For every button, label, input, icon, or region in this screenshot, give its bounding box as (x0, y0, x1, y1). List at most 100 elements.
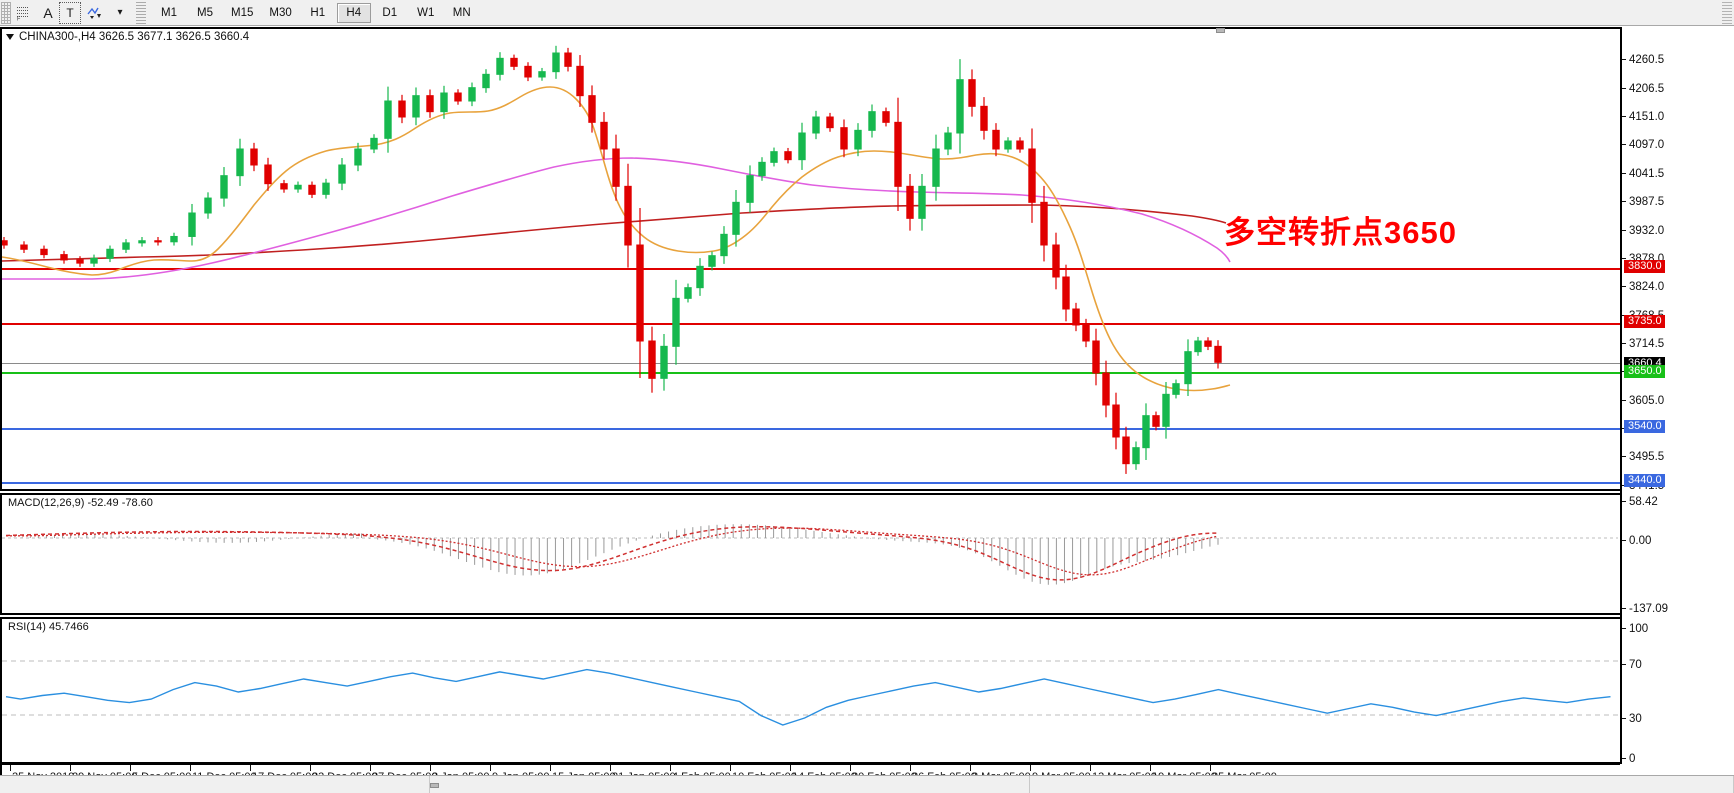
timeframe-button-group: M1 M5 M15 M30 H1 H4 D1 W1 MN (151, 2, 480, 23)
candle-body (980, 105, 988, 131)
timeframe-button-h1[interactable]: H1 (301, 3, 335, 23)
candle-body (482, 73, 490, 89)
time-axis-tick (910, 765, 911, 771)
price-axis-tick-1: 4206.5 (1622, 83, 1664, 96)
rsi-axis-tick-0: 100 (1622, 623, 1648, 636)
candle-body (708, 255, 716, 267)
rsi-axis-tick-1: 70 (1622, 659, 1642, 672)
price-axis-tick-label: 3495.5 (1629, 451, 1665, 463)
price-tag-support-pivot[interactable]: 3650.0 (1624, 365, 1665, 378)
crosshair-icon[interactable]: F (11, 2, 37, 24)
toolbar-empty-space (480, 2, 1722, 24)
tick-dash (1622, 201, 1626, 203)
price-tag-value: 3650.0 (1628, 365, 1662, 377)
time-axis-tick (1210, 765, 1211, 771)
pane-resize-handle-top[interactable] (1216, 28, 1225, 33)
level-line-3650[interactable] (2, 372, 1620, 374)
rsi-line (5, 668, 1611, 726)
price-axis-tick-2: 4151.0 (1622, 111, 1665, 124)
timeframe-button-w1[interactable]: W1 (409, 3, 443, 23)
macd-axis-tick-0: 58.42 (1622, 496, 1658, 509)
symbol-info-bar[interactable]: CHINA300-,H4 3626.5 3677.1 3626.5 3660.4 (4, 31, 252, 43)
timeframe-button-m15[interactable]: M15 (224, 3, 260, 23)
candle-body (204, 197, 212, 214)
triangle-down-icon[interactable] (6, 34, 14, 40)
tick-dash (1622, 718, 1626, 720)
candle-body (1016, 140, 1024, 150)
candle-body (154, 240, 162, 243)
candle-body (370, 137, 378, 150)
timeframe-button-m30[interactable]: M30 (262, 3, 298, 23)
candle-body (918, 185, 926, 219)
candle-body (1132, 447, 1140, 465)
timeframe-button-mn[interactable]: MN (445, 3, 479, 23)
candle-body (122, 242, 130, 250)
candle-body (784, 151, 792, 161)
candle-body (250, 148, 258, 166)
rsi-axis-tick-label: 0 (1629, 753, 1636, 765)
level-line-3830[interactable] (2, 268, 1620, 270)
timeframe-label: M30 (269, 6, 292, 19)
price-axis-tick-10: 3714.5 (1622, 338, 1664, 351)
chart-area: CHINA300-,H4 3626.5 3677.1 3626.5 3660.4… (0, 27, 1734, 788)
pane-resize-handle-bottom[interactable] (430, 783, 439, 788)
tick-dash (1622, 258, 1626, 260)
candle-body (660, 345, 668, 379)
price-axis-tick-6: 3932.0 (1622, 225, 1664, 238)
price-tag-resistance[interactable]: 3735.0 (1624, 315, 1665, 328)
price-axis-tick-label: 3878.0 (1629, 253, 1665, 265)
macd-axis-tick-label: 0.00 (1629, 535, 1652, 547)
candle-body (1194, 340, 1202, 353)
timeframe-label: M1 (161, 6, 177, 19)
candle-body (552, 52, 560, 73)
candle-body (588, 95, 596, 123)
candle-body (510, 57, 518, 67)
level-line-3540[interactable] (2, 428, 1620, 430)
ma-mid-line (2, 157, 1231, 280)
macd-pane[interactable]: MACD(12,26,9) -52.49 -78.60 (0, 493, 1620, 615)
candle-body (732, 201, 740, 235)
candle-body (468, 87, 476, 102)
price-tag-resistance[interactable]: 3830.0 (1624, 260, 1665, 273)
toolbar-end-grip-icon[interactable] (1722, 1, 1732, 24)
tick-dash (1622, 540, 1626, 542)
timeframe-button-h4[interactable]: H4 (336, 2, 371, 23)
macd-axis-tick-1: 0.00 (1622, 535, 1652, 548)
candle-body (1122, 436, 1130, 465)
rsi-axis-tick-3: 0 (1622, 753, 1636, 766)
price-tag-support[interactable]: 3540.0 (1624, 420, 1665, 433)
timeframe-label: W1 (417, 6, 435, 19)
tick-dash (1622, 664, 1626, 666)
dropdown-arrow-icon[interactable]: ▾ (109, 2, 131, 24)
timeframe-button-m5[interactable]: M5 (188, 3, 222, 23)
level-line-3735[interactable] (2, 323, 1620, 325)
text-label-tool[interactable]: T (59, 1, 81, 24)
timeframe-button-m1[interactable]: M1 (152, 3, 186, 23)
drag-grip-icon[interactable] (1, 1, 11, 24)
candle-body (944, 132, 952, 150)
time-axis-tick (370, 765, 371, 771)
rsi-pane[interactable]: RSI(14) 45.7466 (0, 617, 1620, 764)
candle-body (398, 100, 406, 118)
candle-body (1028, 148, 1036, 203)
tick-dash (1622, 343, 1626, 345)
timeframe-button-d1[interactable]: D1 (373, 3, 407, 23)
candle-body (840, 127, 848, 150)
text-tool-letter-a[interactable]: A (37, 2, 59, 24)
candle-body (684, 287, 692, 299)
level-line-3440[interactable] (2, 482, 1620, 484)
ma-slow-line (2, 204, 1227, 262)
candle-body (384, 100, 392, 139)
time-axis-tick (1030, 765, 1031, 771)
price-tag-value: 3830.0 (1628, 260, 1662, 272)
price-axis-tick-label: 4151.0 (1629, 111, 1665, 123)
price-chart-pane[interactable]: CHINA300-,H4 3626.5 3677.1 3626.5 3660.4… (0, 27, 1620, 491)
shapes-tool-icon[interactable] (81, 2, 109, 24)
candle-body (220, 175, 228, 199)
price-axis[interactable]: 4260.5 4206.5 4151.0 4097.0 4041.5 3987.5 3932… (1620, 27, 1734, 766)
price-axis-tick-3: 4097.0 (1622, 139, 1664, 152)
price-tag-support[interactable]: 3440.0 (1624, 474, 1665, 487)
candle-body (648, 340, 656, 379)
candle-body (280, 183, 288, 190)
candle-body (138, 240, 146, 244)
